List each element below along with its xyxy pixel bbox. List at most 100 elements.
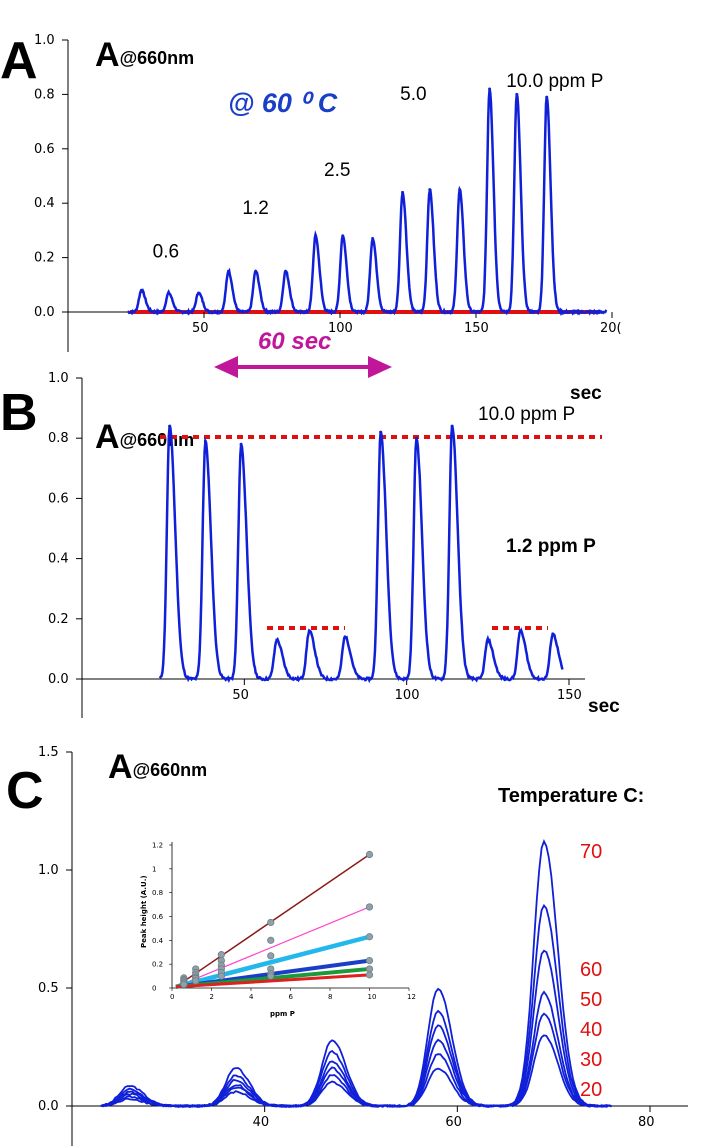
- panel-a-x-tick-label: 150: [464, 321, 489, 336]
- panel-c-y-tick-label: 1.5: [38, 745, 59, 760]
- panel-b-peak: [379, 430, 383, 434]
- panel-a-peak-annotation: 2.5: [324, 160, 350, 181]
- panel-b-xlabel: sec: [588, 696, 620, 717]
- panel-a-peak-annotation: 0.6: [153, 242, 179, 263]
- panel-a-y-tick-label: 0.0: [34, 305, 55, 320]
- panel-b-peak: [486, 638, 490, 642]
- panel-c-series: [100, 838, 612, 1108]
- panel-a-peak-annotation: 5.0: [400, 84, 426, 105]
- inset-x-tick-label: 4: [249, 993, 254, 1001]
- panel-c-ticks: 40 60 800.00.51.01.5: [38, 745, 655, 1130]
- panel-c-ylabel-sub: @660nm: [133, 760, 208, 780]
- panel-b-y-tick-label: 0.2: [48, 612, 69, 627]
- panel-b-peak-markers: [168, 424, 555, 642]
- panel-a-ticks: 50 100 150 20(0.0 0.2 0.4 0.6 0.8 1.0: [34, 33, 622, 336]
- panel-a-peak-annotation: 10.0 ppm P: [506, 71, 603, 92]
- inset-fit-50: [175, 934, 371, 989]
- panel-b-peak: [168, 424, 172, 428]
- panel-a-peak: [458, 188, 462, 192]
- inset-y-tick-label: 0.8: [152, 889, 163, 897]
- label-high: 10.0 ppm P: [478, 404, 575, 425]
- panel-a-annotations: 0.6 1.2 2.5 5.0 10.0 ppm P: [153, 71, 604, 263]
- panel-a-peak: [401, 190, 405, 194]
- temperature-legend-title: Temperature C:: [498, 785, 644, 807]
- inset-point: [192, 977, 200, 985]
- inset-x-tick-label: 0: [170, 993, 174, 1001]
- panel-b-y-tick-label: 0.8: [48, 431, 69, 446]
- inset-point: [365, 903, 374, 911]
- panel-c-letter: C: [6, 762, 44, 820]
- interval-label: 60 sec: [258, 328, 331, 355]
- panel-c-ylabel-main: A: [108, 748, 133, 786]
- panel-a-condition: @ 60 ⁰ C: [228, 88, 338, 118]
- panel-a-ylabel-main: A: [95, 36, 120, 74]
- temperature-labels: 70 60 50 40 30 20: [580, 841, 602, 1101]
- panel-c-x-tick-label: 80: [638, 1115, 655, 1130]
- panel-b-peak: [518, 629, 522, 633]
- interval-arrow-left-head: [214, 356, 238, 378]
- inset-point: [365, 971, 374, 979]
- inset-y-tick-label: 1: [152, 865, 156, 873]
- panel-b-x-tick-label: 150: [557, 688, 582, 703]
- panel-a-peak: [197, 291, 201, 295]
- panel-b-peak: [203, 439, 207, 443]
- panel-a-peak: [167, 291, 171, 295]
- panel-b: B A@660nm 50 100 150 0.0 0.2 0.4 0.6 0.8 1.0 10.…: [0, 371, 620, 718]
- temperature-label: 50: [580, 989, 602, 1011]
- inset-point: [217, 972, 225, 980]
- panel-a-peak-markers: [139, 87, 549, 295]
- panel-a-y-tick-label: 1.0: [34, 33, 55, 48]
- panel-a-peak: [545, 95, 549, 99]
- inset-xlabel: ppm P: [270, 1010, 295, 1018]
- inset-y-tick-label: 0.2: [152, 961, 163, 969]
- inset-x-tick-label: 8: [328, 993, 332, 1001]
- panel-b-peak: [450, 424, 454, 428]
- panel-c-y-tick-label: 1.0: [38, 863, 59, 878]
- panel-b-ylabel: A@660nm: [95, 418, 194, 456]
- panel-a-peak: [226, 269, 230, 273]
- temperature-label: 20: [580, 1079, 602, 1101]
- inset-point: [217, 951, 225, 959]
- panel-a-peak: [341, 234, 345, 238]
- panel-b-ylabel-main: A: [95, 418, 120, 456]
- panel-a-x-tick-label: 50: [192, 321, 209, 336]
- panel-a-peak-annotation: 1.2: [242, 198, 268, 219]
- inset-x-tick-label: 2: [210, 993, 214, 1001]
- panel-b-y-tick-label: 0.4: [48, 552, 69, 567]
- label-low: 1.2 ppm P: [506, 536, 596, 557]
- panel-b-peak: [343, 635, 347, 639]
- panel-c-y-tick-label: 0.5: [38, 981, 59, 996]
- inset-point: [365, 956, 374, 965]
- panel-c-x-tick-label: 40: [253, 1115, 270, 1130]
- panel-b-peak: [275, 638, 279, 642]
- panel-c-x-tick-label: 60: [445, 1115, 462, 1130]
- panel-b-peak: [239, 442, 243, 446]
- panel-b-peak: [551, 632, 555, 636]
- inset-point: [267, 936, 275, 944]
- panel-c-series-20: [100, 1034, 612, 1108]
- panel-b-x-tick-label: 100: [395, 688, 420, 703]
- interval-arrow-right-head: [368, 356, 392, 378]
- panel-a-peak: [314, 234, 318, 238]
- panel-b-ylabel-sub: @660nm: [120, 430, 195, 450]
- panel-a-signal-line: [127, 89, 608, 317]
- panel-a-y-tick-label: 0.8: [34, 87, 55, 102]
- inset-fit-60: [175, 906, 370, 988]
- temperature-label: 30: [580, 1049, 602, 1071]
- panel-a-y-tick-label: 0.6: [34, 142, 55, 157]
- inset-point: [267, 972, 275, 980]
- inset-x-tick-label: 6: [289, 993, 294, 1001]
- panel-a-xlabel: sec: [570, 383, 602, 404]
- inset-y-tick-label: 0: [152, 985, 156, 993]
- panel-c-series-30: [100, 1012, 612, 1108]
- panel-a-letter: A: [0, 32, 38, 90]
- panel-b-peak: [307, 629, 311, 633]
- panel-a-ylabel: A@660nm: [95, 36, 194, 74]
- inset-ylabel: Peak height (A.U.): [140, 875, 148, 948]
- panel-b-y-tick-label: 0.6: [48, 491, 69, 506]
- inset-point: [365, 850, 374, 859]
- panel-a-x-tick-label: 20(: [600, 321, 622, 336]
- temperature-label: 70: [580, 841, 602, 863]
- panel-a-peak: [488, 87, 492, 91]
